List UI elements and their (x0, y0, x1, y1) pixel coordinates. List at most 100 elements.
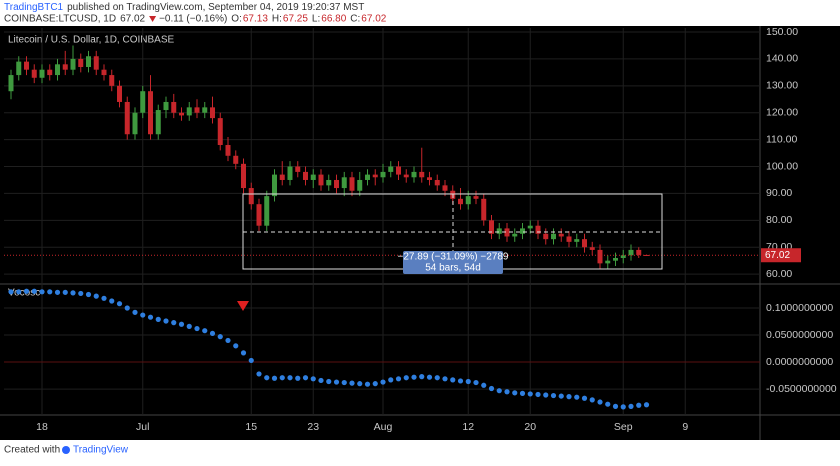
candle-body (442, 185, 448, 191)
candle-body (310, 174, 316, 180)
indicator-dot (504, 389, 510, 395)
candle-body (613, 257, 618, 261)
down-icon (149, 16, 157, 22)
candle-body (465, 196, 471, 205)
y-tick-label: 110.00 (766, 133, 797, 145)
candle-body (295, 166, 301, 172)
indicator-dot (310, 376, 316, 382)
indicator-dot (488, 385, 495, 392)
indicator-dot (333, 379, 340, 385)
candle-body (55, 64, 60, 76)
indicator-dot (163, 318, 169, 324)
indicator-dot (186, 323, 192, 329)
y-tick-label: 140.00 (766, 53, 798, 65)
signal-arrow (237, 301, 249, 311)
indicator-dot (8, 289, 14, 295)
last-price-label: 67.02 (765, 250, 790, 261)
indicator-dot (54, 289, 61, 295)
candle-body (411, 171, 417, 178)
indicator-dot (326, 378, 332, 385)
y-tick-label: 130.00 (766, 80, 798, 92)
indicator-title: Vocosc (8, 288, 40, 299)
candle-body (78, 58, 84, 68)
y-tick-label: 60.00 (766, 268, 792, 280)
indicator-dot (411, 374, 417, 380)
indicator-dot (295, 375, 301, 381)
author[interactable]: TradingBTC1 (4, 2, 64, 13)
candle-body (62, 64, 68, 70)
indicator-dot (225, 337, 231, 344)
indicator-dot (388, 377, 394, 383)
x-tick-label: 20 (524, 421, 536, 433)
candle-body (179, 112, 184, 116)
indicator-dot (302, 375, 309, 381)
candle-body (241, 163, 246, 189)
indicator-dot (496, 388, 502, 394)
indicator-dot (543, 392, 549, 398)
indicator-dot (240, 350, 247, 356)
indicator-dot (574, 394, 580, 400)
last-price-tag (761, 248, 801, 263)
indicator-dot (271, 375, 278, 381)
candle-body (264, 196, 270, 226)
chart-background (0, 26, 840, 440)
indicator-dot (140, 312, 146, 318)
candle-body (117, 85, 122, 102)
candle-body (512, 233, 518, 237)
candle-body (24, 61, 29, 70)
indicator-dot (612, 403, 619, 409)
candle-body (489, 220, 494, 234)
candle-body (93, 56, 99, 70)
indicator-dot (535, 391, 541, 398)
candle-body (101, 69, 107, 76)
indicator-dot (16, 289, 22, 295)
header-text: O: (231, 14, 242, 25)
candle-body (256, 204, 262, 226)
indicator-dot (597, 399, 603, 405)
candle-body (504, 228, 510, 237)
header-text: 67.25 (283, 14, 308, 25)
indicator-dot (287, 375, 293, 381)
indicator-dot (78, 290, 84, 297)
y-tick-label: 80.00 (766, 214, 792, 226)
indicator-dot (248, 357, 254, 364)
candle-body (186, 107, 192, 116)
header-text: COINBASE:LTCUSD, 1D (4, 14, 116, 25)
y-tick-label: 0.0500000000 (766, 329, 833, 341)
indicator-dot (465, 378, 471, 385)
indicator-dot (349, 380, 355, 386)
candle-body (349, 177, 355, 191)
header-text: 67.13 (243, 14, 268, 25)
footer-brand[interactable]: TradingView (73, 445, 129, 456)
candle-body (31, 69, 37, 78)
indicator-dot (550, 392, 557, 399)
candle-body (574, 239, 580, 242)
header-text: 67.02 (361, 14, 386, 25)
x-tick-label: Jul (136, 421, 149, 433)
indicator-dot (124, 305, 130, 311)
candle-body (582, 239, 587, 248)
candle-body (341, 177, 347, 189)
indicator-dot (109, 298, 115, 304)
indicator-dot (519, 390, 526, 396)
candle-body (396, 166, 401, 175)
y-tick-label: 90.00 (766, 187, 792, 199)
candle-body (357, 179, 363, 191)
x-tick-label: 12 (462, 421, 474, 433)
indicator-dot (171, 320, 177, 326)
indicator-dot (481, 382, 487, 388)
indicator-dot (636, 402, 642, 408)
candle-body (124, 101, 130, 135)
indicator-dot (194, 325, 200, 332)
indicator-dot (605, 401, 611, 407)
indicator-dot (217, 334, 223, 340)
candle-body (109, 75, 115, 86)
header-text: 66.80 (321, 14, 346, 25)
x-tick-label: 18 (36, 421, 48, 433)
candle-body (86, 56, 91, 68)
indicator-dot (426, 374, 433, 380)
indicator-dot (566, 394, 572, 400)
candle-body (194, 107, 200, 113)
candle-body (427, 177, 432, 180)
candle-body (16, 61, 22, 76)
